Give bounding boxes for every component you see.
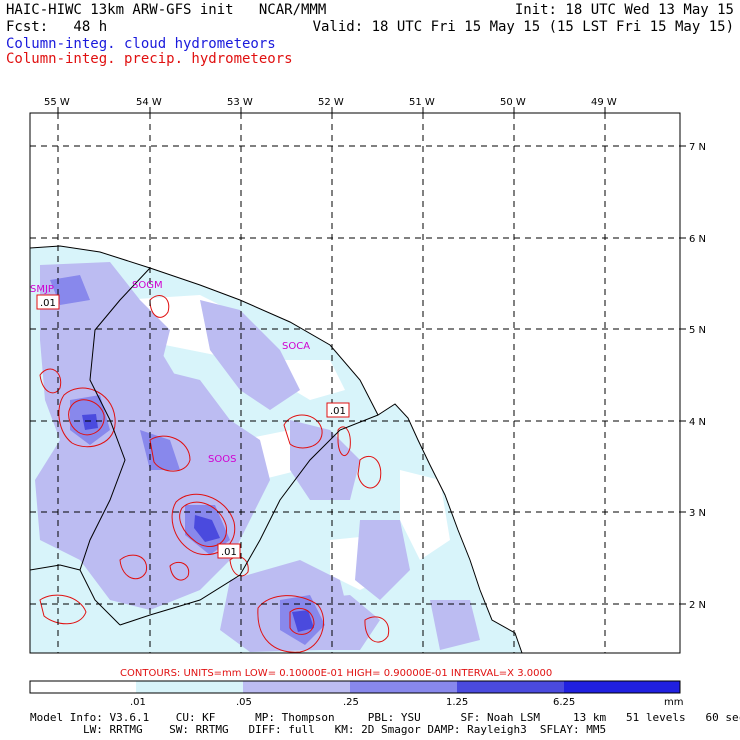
colorbar: .01 .05 .25 1.25 6.25 mm bbox=[29, 680, 683, 708]
colorbar-tick: .01 bbox=[130, 697, 146, 708]
lon-label: 51 W bbox=[409, 97, 435, 108]
forecast-hour: Fcst: 48 h bbox=[6, 19, 108, 35]
colorbar-bin bbox=[30, 681, 136, 693]
contours-info: CONTOURS: UNITS=mm LOW= 0.10000E-01 HIGH… bbox=[120, 668, 552, 679]
model-info-line1: Model Info: V3.6.1 CU: KF MP: Thompson P… bbox=[30, 711, 740, 724]
lat-labels: 7 N 6 N 5 N 4 N 3 N 2 N bbox=[689, 142, 706, 611]
station-labels: SMJP SOGM SOCA SOOS bbox=[30, 280, 310, 465]
colorbar-bin bbox=[350, 681, 457, 693]
station-label-sogm: SOGM bbox=[132, 280, 163, 291]
station-label-smjp: SMJP bbox=[30, 284, 54, 295]
coastline-borders bbox=[30, 245, 523, 653]
colorbar-bin bbox=[457, 681, 564, 693]
colorbar-tick: .05 bbox=[236, 697, 252, 708]
lon-label: 55 W bbox=[44, 97, 70, 108]
station-label-soca: SOCA bbox=[282, 341, 310, 352]
valid-time: Valid: 18 UTC Fri 15 May 15 (15 LST Fri … bbox=[312, 19, 734, 35]
colorbar-bin bbox=[243, 681, 350, 693]
lat-label: 6 N bbox=[689, 234, 706, 245]
colorbar-tick: 6.25 bbox=[553, 697, 575, 708]
colorbar-bin bbox=[564, 681, 680, 693]
lat-label: 5 N bbox=[689, 325, 706, 336]
cloud-legend: Column-integ. cloud hydrometeors bbox=[6, 36, 276, 52]
lon-label: 49 W bbox=[591, 97, 617, 108]
init-time: Init: 18 UTC Wed 13 May 15 bbox=[514, 2, 734, 18]
map-frame bbox=[29, 112, 681, 654]
lat-label: 2 N bbox=[689, 600, 706, 611]
lon-label: 50 W bbox=[500, 97, 526, 108]
cloud-hydrometeor-shading bbox=[30, 246, 522, 653]
colorbar-units: mm bbox=[664, 697, 683, 708]
lat-label: 7 N bbox=[689, 142, 706, 153]
contour-label: .01 bbox=[221, 547, 237, 558]
colorbar-frame bbox=[29, 680, 681, 694]
station-label-soos: SOOS bbox=[208, 454, 236, 465]
lon-label: 54 W bbox=[136, 97, 162, 108]
colorbar-bin bbox=[136, 681, 243, 693]
contour-label: .01 bbox=[40, 298, 56, 309]
colorbar-tick: 1.25 bbox=[446, 697, 468, 708]
model-info-line2: LW: RRTMG SW: RRTMG DIFF: full KM: 2D Sm… bbox=[30, 723, 607, 736]
frame-ticks bbox=[57, 107, 686, 605]
lon-label: 53 W bbox=[227, 97, 253, 108]
lon-label: 52 W bbox=[318, 97, 344, 108]
precip-legend: Column-integ. precip. hydrometeors bbox=[6, 51, 293, 67]
model-title: HAIC-HIWC 13km ARW-GFS init NCAR/MMM bbox=[6, 2, 327, 18]
contour-labels: .01 .01 .01 bbox=[36, 294, 350, 559]
shade-level-4 bbox=[82, 414, 314, 632]
lat-label: 3 N bbox=[689, 508, 706, 519]
latlon-grid bbox=[30, 113, 680, 653]
lat-label: 4 N bbox=[689, 417, 706, 428]
contour-label: .01 bbox=[330, 406, 346, 417]
lon-labels: 55 W 54 W 53 W 52 W 51 W 50 W 49 W bbox=[44, 97, 617, 108]
colorbar-tick: .25 bbox=[343, 697, 359, 708]
